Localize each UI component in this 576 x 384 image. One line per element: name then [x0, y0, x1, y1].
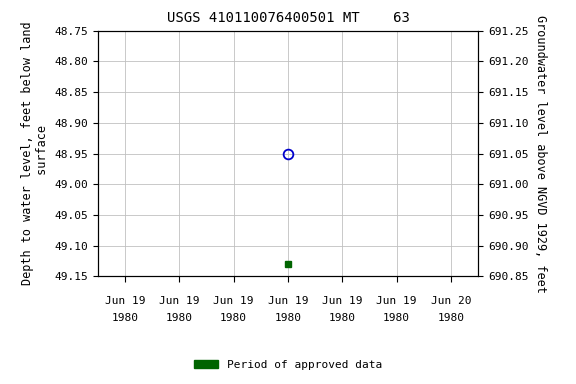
Legend: Period of approved data: Period of approved data — [190, 356, 386, 375]
Text: 1980: 1980 — [329, 313, 356, 323]
Text: Jun 19: Jun 19 — [322, 296, 362, 306]
Text: Jun 19: Jun 19 — [268, 296, 308, 306]
Y-axis label: Depth to water level, feet below land
 surface: Depth to water level, feet below land su… — [21, 22, 49, 285]
Text: Jun 19: Jun 19 — [159, 296, 200, 306]
Text: 1980: 1980 — [112, 313, 139, 323]
Text: 1980: 1980 — [275, 313, 301, 323]
Text: Jun 20: Jun 20 — [431, 296, 471, 306]
Text: Jun 19: Jun 19 — [105, 296, 145, 306]
Text: Jun 19: Jun 19 — [376, 296, 417, 306]
Text: 1980: 1980 — [383, 313, 410, 323]
Title: USGS 410110076400501 MT    63: USGS 410110076400501 MT 63 — [166, 12, 410, 25]
Text: 1980: 1980 — [437, 313, 464, 323]
Text: Jun 19: Jun 19 — [214, 296, 254, 306]
Text: 1980: 1980 — [220, 313, 247, 323]
Y-axis label: Groundwater level above NGVD 1929, feet: Groundwater level above NGVD 1929, feet — [534, 15, 547, 293]
Text: 1980: 1980 — [166, 313, 193, 323]
